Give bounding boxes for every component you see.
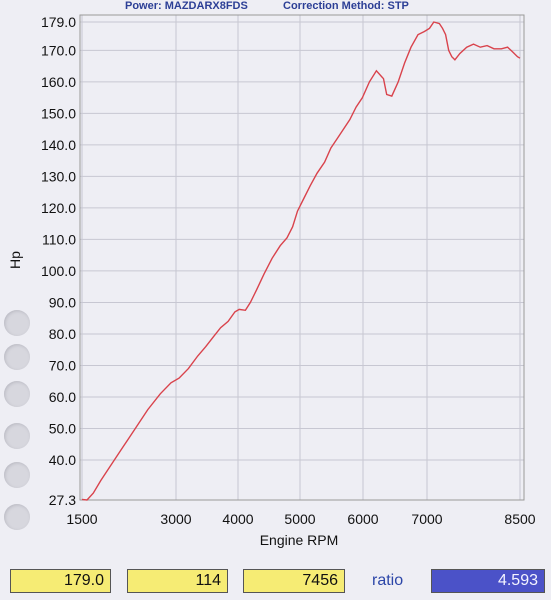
power-curve [81,21,521,501]
y-axis-label: Hp [7,251,23,269]
y-tick-label: 170.0 [41,42,76,58]
y-tick-labels: 27.3 40.0 50.0 60.0 70.0 80.0 90.0 100.0 110.0 12… [41,14,76,508]
binder-hole [4,423,30,449]
x-tick-labels: 1500 3000 4000 5000 6000 7000 8500 [66,511,535,527]
x-axis-label: Engine RPM [260,532,339,548]
y-tick-label: 27.3 [49,492,76,508]
y-tick-label: 50.0 [49,420,76,436]
y-tick-label: 60.0 [49,389,76,405]
x-tick-label: 8500 [504,511,535,527]
binder-hole [4,504,30,530]
y-tick-label: 160.0 [41,74,76,90]
x-tick-label: 7000 [411,511,442,527]
x-tick-label: 6000 [347,511,378,527]
max-hp-readout: 179.0 [10,569,111,593]
binder-hole [4,310,30,336]
chart-grid [80,15,524,501]
y-tick-label: 150.0 [41,105,76,121]
y-tick-label: 120.0 [41,200,76,216]
y-tick-label: 140.0 [41,137,76,153]
y-tick-label: 110.0 [42,231,76,247]
binder-hole [4,381,30,407]
rpm-readout: 7456 [243,569,345,593]
ratio-readout: 4.593 [431,569,545,593]
y-tick-label: 100.0 [41,263,76,279]
plot-area [79,14,525,501]
header-bar: Power: MAZDARX8FDS Correction Method: ST… [0,0,551,12]
y-tick-label: 90.0 [49,294,76,310]
power-label: Power: MAZDARX8FDS [125,0,248,12]
binder-hole [4,462,30,488]
y-tick-label: 179.0 [41,14,76,30]
y-tick-label: 40.0 [49,452,76,468]
x-tick-label: 4000 [222,511,253,527]
ratio-label: ratio [372,572,404,589]
value-readout: 114 [127,569,228,593]
x-tick-label: 5000 [284,511,315,527]
binder-hole [4,344,30,370]
x-tick-label: 3000 [160,511,191,527]
y-tick-label: 80.0 [49,326,76,342]
y-tick-label: 70.0 [49,357,76,373]
y-tick-label: 130.0 [41,168,76,184]
correction-method-label: Correction Method: STP [283,0,409,12]
x-tick-label: 1500 [66,511,97,527]
